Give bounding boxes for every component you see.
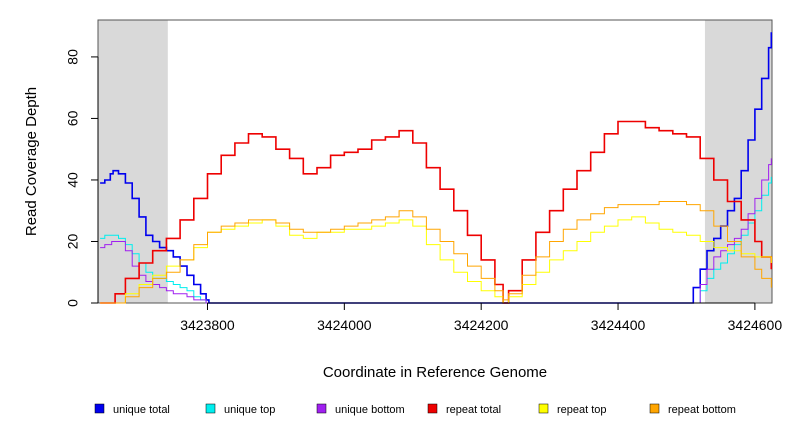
- x-tick-label: 3424000: [317, 317, 372, 333]
- y-tick-label: 40: [65, 172, 81, 188]
- y-tick-label: 20: [65, 233, 81, 249]
- x-tick-label: 3423800: [180, 317, 235, 333]
- x-tick-label: 3424600: [728, 317, 783, 333]
- y-axis: 0 20 40 60 80: [65, 49, 99, 307]
- legend-label: repeat bottom: [668, 404, 736, 416]
- y-axis-title: Read Coverage Depth: [23, 87, 40, 236]
- shaded-region-1: [98, 20, 168, 303]
- series-layer: [100, 32, 773, 304]
- legend-swatch: [649, 403, 660, 414]
- series-line-repeat-bottom: [100, 201, 772, 304]
- y-tick-label: 0: [65, 299, 81, 307]
- x-tick-label: 3424200: [454, 317, 509, 333]
- legend-swatch: [205, 403, 216, 414]
- x-axis-title: Coordinate in Reference Genome: [323, 364, 547, 381]
- legend-label: repeat top: [557, 404, 607, 416]
- y-tick-label: 80: [65, 49, 81, 65]
- legend-swatch: [316, 403, 327, 414]
- legend: unique total unique top unique bottom repea…: [94, 403, 736, 416]
- legend-swatch: [94, 403, 105, 414]
- shaded-region-2: [704, 20, 772, 303]
- legend-label: unique bottom: [335, 404, 405, 416]
- shaded-regions: [98, 20, 772, 303]
- legend-label: unique top: [224, 404, 275, 416]
- legend-swatch: [538, 403, 549, 414]
- legend-label: repeat total: [446, 404, 501, 416]
- x-tick-label: 3424400: [591, 317, 646, 333]
- legend-swatch: [427, 403, 438, 414]
- plot-area-frame: [97, 19, 773, 304]
- series-line-unique-total: [100, 32, 773, 304]
- x-axis: 3423800 3424000 3424200 3424400 3424600: [180, 302, 783, 333]
- series-line-unique-bottom: [100, 158, 772, 304]
- series-line-repeat-total: [100, 120, 773, 304]
- legend-label: unique total: [113, 404, 170, 416]
- y-tick-label: 60: [65, 110, 81, 126]
